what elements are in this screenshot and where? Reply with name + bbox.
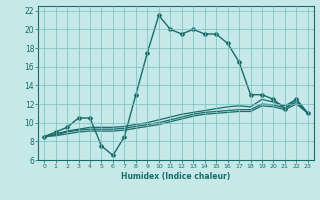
X-axis label: Humidex (Indice chaleur): Humidex (Indice chaleur) <box>121 172 231 181</box>
